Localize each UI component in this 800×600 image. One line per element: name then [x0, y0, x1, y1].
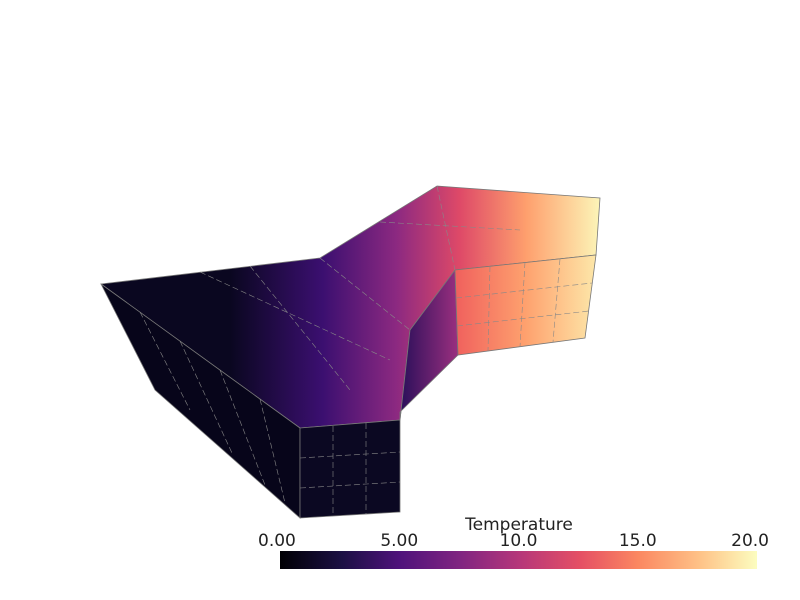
scalar-bar: Temperature 0.00 5.00 10.0 15.0 20.0 [258, 515, 769, 569]
mesh-right-face [454, 254, 597, 356]
mesh-lines [139, 185, 593, 516]
scalar-bar-title: Temperature [464, 515, 573, 535]
scalar-bar-tick-label: 5.00 [380, 531, 418, 551]
scalar-bar-tick-label: 10.0 [500, 531, 538, 551]
scalar-bar-colormap [280, 551, 757, 569]
mesh [99, 185, 601, 519]
scalar-bar-tick-label: 0.00 [258, 531, 296, 551]
mesh-front-face [299, 419, 401, 519]
scalar-bar-tick-label: 15.0 [619, 531, 657, 551]
scalar-bar-tick-label: 20.0 [731, 531, 769, 551]
